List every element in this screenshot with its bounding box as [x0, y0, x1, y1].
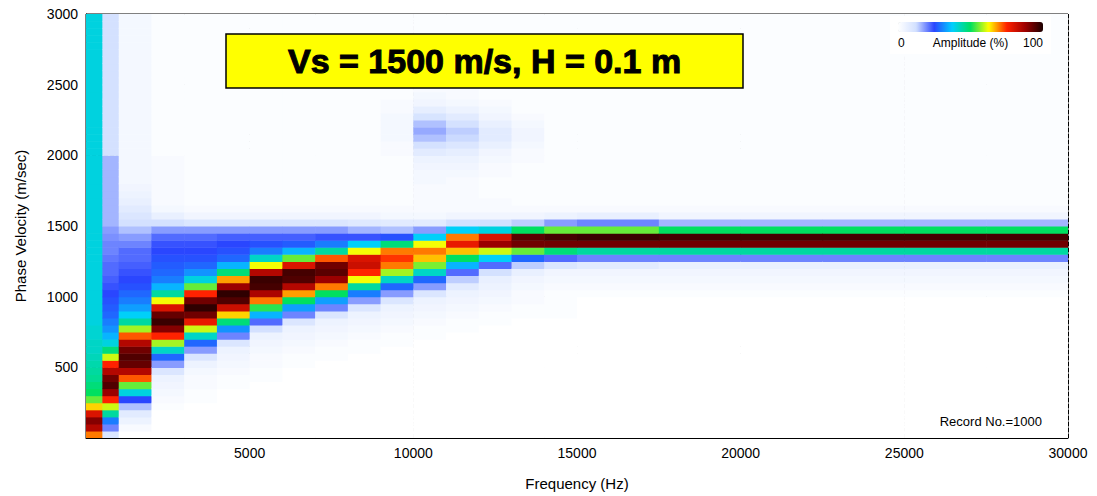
svg-text:25000: 25000	[885, 445, 924, 461]
svg-text:20000: 20000	[721, 445, 760, 461]
svg-text:5000: 5000	[234, 445, 265, 461]
svg-text:100: 100	[1023, 36, 1043, 50]
svg-text:1000: 1000	[47, 289, 78, 305]
svg-text:Frequency (Hz): Frequency (Hz)	[525, 475, 628, 492]
svg-text:10000: 10000	[394, 445, 433, 461]
svg-text:1500: 1500	[47, 218, 78, 234]
svg-text:30000: 30000	[1049, 445, 1088, 461]
svg-text:15000: 15000	[558, 445, 597, 461]
svg-text:3000: 3000	[47, 6, 78, 22]
svg-text:500: 500	[55, 359, 79, 375]
svg-text:Phase Velocity (m/sec): Phase Velocity (m/sec)	[12, 150, 29, 303]
svg-text:2500: 2500	[47, 77, 78, 93]
svg-text:0: 0	[898, 36, 905, 50]
svg-text:2000: 2000	[47, 147, 78, 163]
svg-text:Record No.=1000: Record No.=1000	[940, 414, 1042, 429]
svg-text:Vs = 1500 m/s, H = 0.1 m: Vs = 1500 m/s, H = 0.1 m	[288, 42, 681, 80]
svg-text:Amplitude (%): Amplitude (%)	[933, 36, 1008, 50]
